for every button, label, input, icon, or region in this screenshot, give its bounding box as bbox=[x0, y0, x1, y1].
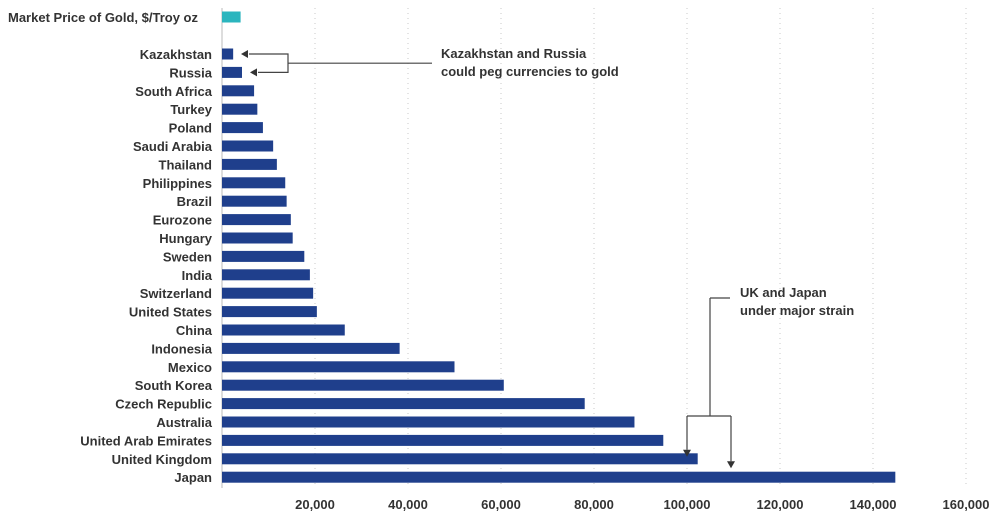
x-tick-label-20000: 20,000 bbox=[295, 497, 335, 512]
annotation-1-arrow-kazakhstan bbox=[241, 50, 248, 58]
bar-kazakhstan bbox=[222, 48, 234, 60]
category-label-mexico: Mexico bbox=[168, 360, 212, 375]
annotations-group: Kazakhstan and Russia could peg currencie… bbox=[241, 46, 854, 469]
x-tick-label-80000: 80,000 bbox=[574, 497, 614, 512]
annotation-1-connector bbox=[249, 53, 432, 73]
bar-philippines bbox=[222, 177, 286, 189]
x-tick-labels-group: 20,000 40,000 60,000 80,000 100,000 120,000 14… bbox=[295, 497, 989, 512]
bar-indonesia bbox=[222, 342, 400, 354]
bar-australia bbox=[222, 416, 635, 428]
category-label-russia: Russia bbox=[169, 65, 212, 80]
category-label-philippines: Philippines bbox=[143, 176, 212, 191]
reference-bar-label: Market Price of Gold, $/Troy oz bbox=[8, 10, 198, 25]
category-label-poland: Poland bbox=[169, 121, 212, 136]
bar-south-korea bbox=[222, 379, 504, 391]
category-labels-group: Market Price of Gold, $/Troy oz Kazakhsta… bbox=[8, 10, 213, 485]
annotation-2-connector bbox=[686, 297, 732, 462]
bar-hungary bbox=[222, 232, 293, 244]
category-label-united-states: United States bbox=[129, 305, 212, 320]
bar-south-africa bbox=[222, 85, 255, 97]
x-tick-label-140000: 140,000 bbox=[850, 497, 897, 512]
category-label-south-korea: South Korea bbox=[135, 378, 213, 393]
bar-mexico bbox=[222, 361, 455, 373]
bar-gold-price bbox=[222, 11, 241, 23]
annotation-1-arrow-russia bbox=[250, 68, 257, 77]
x-tick-label-160000: 160,000 bbox=[943, 497, 990, 512]
bar-czech-republic bbox=[222, 398, 585, 410]
category-label-japan: Japan bbox=[174, 470, 212, 485]
category-label-saudi-arabia: Saudi Arabia bbox=[133, 139, 213, 154]
bar-turkey bbox=[222, 103, 258, 115]
bar-united-states bbox=[222, 306, 317, 318]
category-label-china: China bbox=[176, 323, 213, 338]
category-label-south-africa: South Africa bbox=[135, 84, 213, 99]
x-tick-label-120000: 120,000 bbox=[757, 497, 804, 512]
bar-brazil bbox=[222, 195, 287, 207]
category-label-thailand: Thailand bbox=[159, 157, 213, 172]
annotation-2-arrow-uk bbox=[683, 449, 691, 457]
bar-switzerland bbox=[222, 287, 314, 299]
bar-saudi-arabia bbox=[222, 140, 274, 152]
category-label-switzerland: Switzerland bbox=[140, 286, 212, 301]
category-label-united-arab-emirates: United Arab Emirates bbox=[80, 433, 212, 448]
x-tick-label-60000: 60,000 bbox=[481, 497, 521, 512]
x-tick-label-40000: 40,000 bbox=[388, 497, 428, 512]
category-label-united-kingdom: United Kingdom bbox=[112, 452, 212, 467]
category-label-indonesia: Indonesia bbox=[151, 341, 212, 356]
bar-india bbox=[222, 269, 310, 281]
bar-russia bbox=[222, 66, 242, 78]
bar-sweden bbox=[222, 250, 305, 262]
category-label-kazakhstan: Kazakhstan bbox=[140, 47, 212, 62]
annotation-1-text-line-1: Kazakhstan and Russia bbox=[441, 46, 587, 61]
gridlines bbox=[221, 8, 967, 488]
category-label-turkey: Turkey bbox=[170, 102, 212, 117]
annotation-2-text-line-2: under major strain bbox=[740, 303, 854, 318]
annotation-1-text-line-2: could peg currencies to gold bbox=[441, 64, 619, 79]
bar-thailand bbox=[222, 158, 277, 170]
category-label-hungary: Hungary bbox=[159, 231, 213, 246]
bar-poland bbox=[222, 122, 263, 134]
category-label-sweden: Sweden bbox=[163, 249, 212, 264]
bar-eurozone bbox=[222, 214, 291, 226]
bar-japan bbox=[222, 471, 896, 483]
category-label-czech-republic: Czech Republic bbox=[115, 397, 212, 412]
category-label-eurozone: Eurozone bbox=[153, 213, 212, 228]
bar-china bbox=[222, 324, 345, 336]
bar-united-kingdom bbox=[222, 453, 698, 465]
annotation-2-arrow-japan bbox=[727, 461, 735, 469]
bar-united-arab-emirates bbox=[222, 434, 664, 446]
category-label-india: India bbox=[182, 268, 213, 283]
category-label-australia: Australia bbox=[156, 415, 212, 430]
x-tick-label-100000: 100,000 bbox=[664, 497, 711, 512]
category-label-brazil: Brazil bbox=[177, 194, 212, 209]
bars-group bbox=[222, 11, 896, 483]
annotation-2-text-line-1: UK and Japan bbox=[740, 285, 827, 300]
